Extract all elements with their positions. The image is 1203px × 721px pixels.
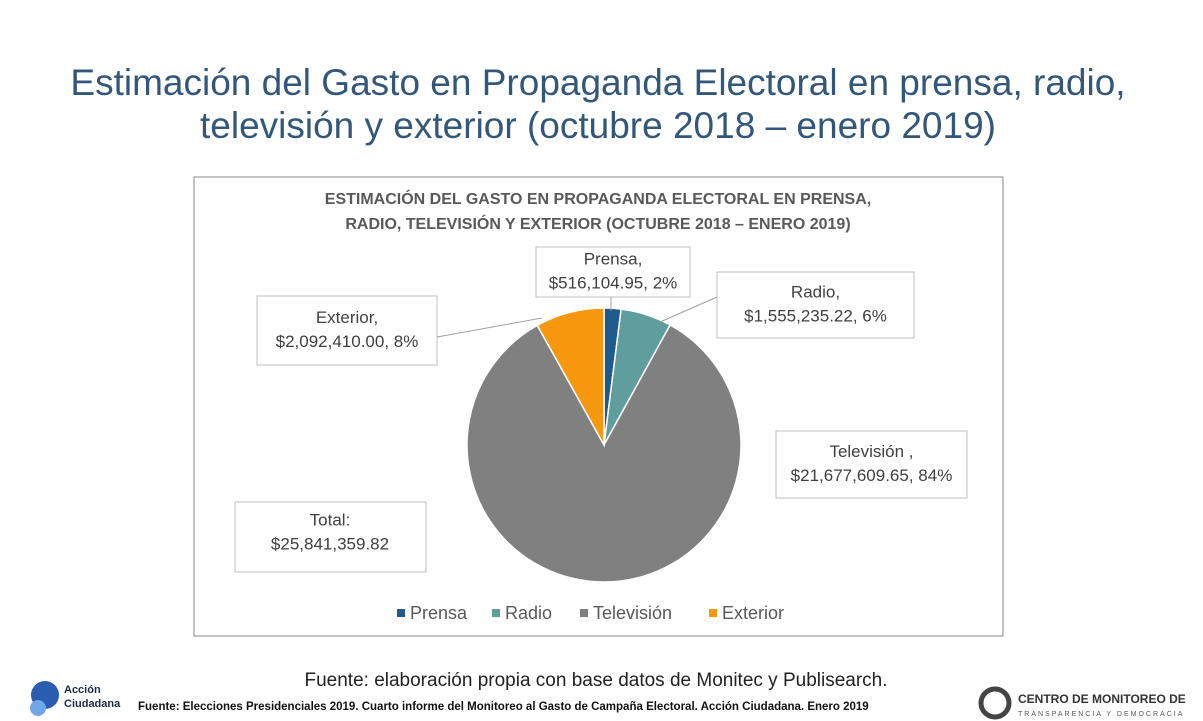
chart-title: RADIO, TELEVISIÓN Y EXTERIOR (OCTUBRE 20… [345,214,850,233]
data-label: $516,104.95, 2% [549,273,678,292]
annotation: $25,841,359.82 [271,534,389,553]
legend-label: Televisión [593,603,672,623]
annotation: Total: [310,510,351,529]
data-label: Televisión , [829,442,913,461]
legend-label: Exterior [722,603,784,623]
legend-marker [397,609,405,617]
logo-left: Acción Ciudadana [30,681,121,716]
legend-marker [709,609,717,617]
data-label-box [535,246,691,298]
data-label-box [716,271,915,339]
logo-text: Ciudadana [64,698,121,710]
data-label: Prensa, [584,249,643,268]
annotation-box [234,501,427,573]
slide-title: Estimación del Gasto en Propaganda Elect… [70,62,1125,103]
logo-text: Acción [64,684,101,696]
pie [466,307,742,583]
slide-title: televisión y exterior (octubre 2018 – en… [200,105,996,146]
data-label: $21,677,609.65, 84% [791,466,953,485]
source: Fuente: elaboración propia con base dato… [304,670,887,691]
leader-line [659,296,718,323]
data-label: $2,092,410.00, 8% [276,332,419,351]
legend-label: Radio [505,603,552,623]
legend-marker [580,609,588,617]
chart-title: ESTIMACIÓN DEL GASTO EN PROPAGANDA ELECT… [325,189,871,208]
logo-text: CENTRO DE MONITOREO DE [1018,692,1186,706]
data-label-box [256,295,438,366]
logo-text: TRANSPARENCIA Y DEMOCRACIA [1018,711,1184,718]
pie-slice [466,323,742,583]
data-label: Exterior, [316,308,378,327]
logo-icon [30,700,46,716]
logo-right: CENTRO DE MONITOREO DE TRANSPARENCIA Y D… [978,686,1186,720]
legend-marker [492,609,500,617]
data-label-box [775,430,968,499]
pie-slice [536,307,605,448]
data-label: Radio, [791,282,840,301]
legend-label: Prensa [410,603,468,623]
footnote: Fuente: Elecciones Presidenciales 2019. … [138,701,869,713]
leader-line [436,317,543,338]
data-label: $1,555,235.22, 6% [744,306,887,325]
logo-icon [978,686,1012,720]
